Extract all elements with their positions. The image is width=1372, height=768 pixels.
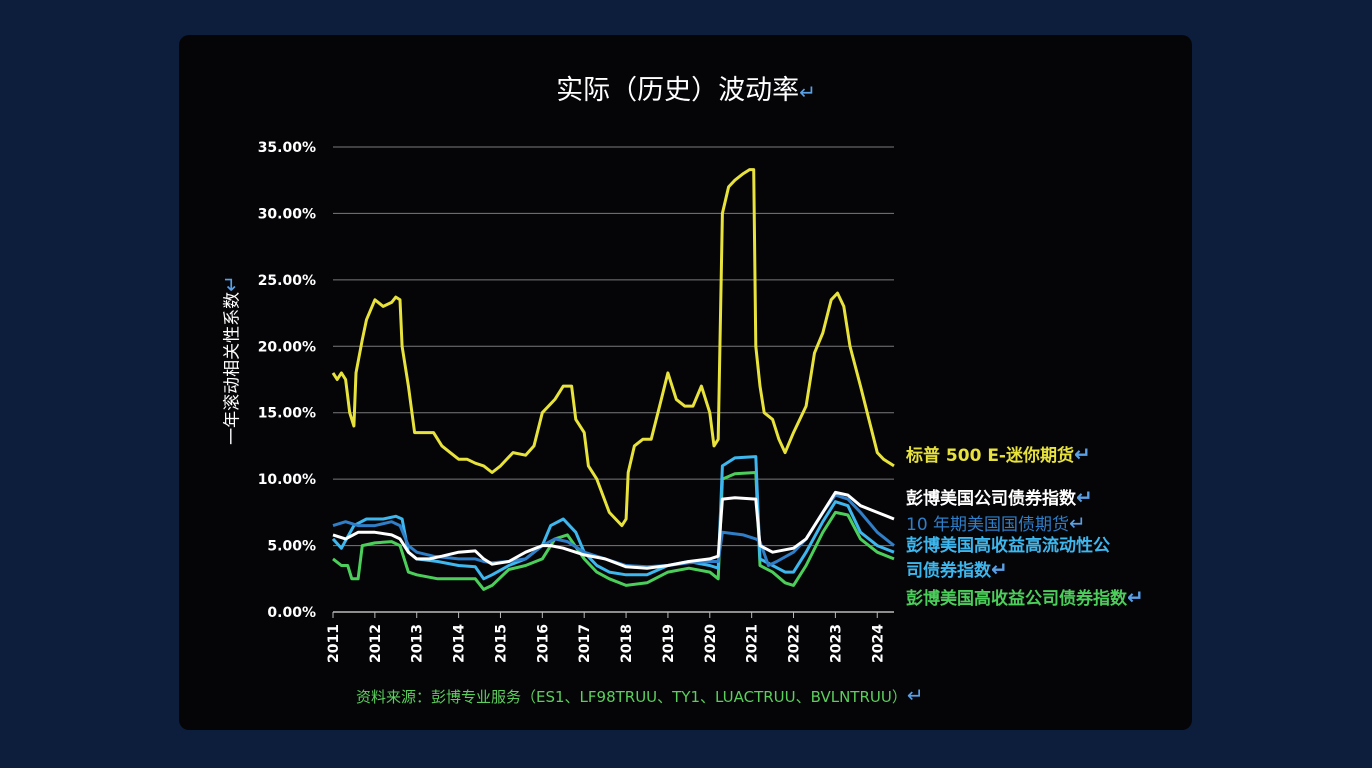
x-tick-label: 2017 <box>577 624 593 663</box>
legend-high-yield: 彭博美国高收益公司债券指数↵ <box>906 585 1144 610</box>
legend-10y-treasury: 10 年期美国国债期货↵ <box>906 511 1086 536</box>
y-tick-labels: 35.00% 30.00% 25.00% 20.00% 15.00% 10.00% 5.00… <box>258 140 316 621</box>
x-tick-label: 2016 <box>535 624 551 663</box>
series-lines <box>331 168 895 591</box>
y-tick-label: 35.00% <box>258 140 316 156</box>
y-tick-label: 0.00% <box>267 605 316 621</box>
series-line-4 <box>332 471 895 591</box>
x-tick-label: 2021 <box>745 624 761 663</box>
x-tick-label: 2023 <box>828 624 844 663</box>
grid-lines <box>332 146 894 618</box>
x-tick-labels: 2011 2012 2013 2014 2015 2016 2017 2018 2019 2020… <box>326 624 886 663</box>
y-tick-label: 5.00% <box>267 539 316 555</box>
x-tick-label: 2014 <box>452 624 468 663</box>
x-tick-label: 2018 <box>619 624 635 663</box>
y-tick-label: 20.00% <box>258 339 316 355</box>
legend-corporate-bond: 彭博美国公司债券指数↵ <box>906 485 1093 510</box>
y-tick-label: 15.00% <box>258 406 316 422</box>
x-tick-label: 2024 <box>870 624 886 663</box>
x-tick-label: 2011 <box>326 624 342 663</box>
y-tick-label: 30.00% <box>258 206 316 222</box>
chart-title: 实际（历史）波动率↵ <box>556 75 816 106</box>
x-tick-label: 2013 <box>410 624 426 663</box>
chart-panel <box>179 35 1192 730</box>
x-tick-label: 2012 <box>368 624 384 663</box>
x-tick-label: 2015 <box>493 624 509 663</box>
x-tick-label: 2019 <box>661 624 677 663</box>
source-note: 资料来源：彭博专业服务（ES1、LF98TRUU、TY1、LUACTRUU、BV… <box>356 683 924 707</box>
y-tick-label: 10.00% <box>258 472 316 488</box>
series-line-0 <box>331 168 895 528</box>
x-tick-label: 2022 <box>787 624 803 663</box>
series-line-1 <box>332 490 895 570</box>
legend-high-yield-liquid: 彭博美国高收益高流动性公 司债券指数↵ <box>906 536 1110 581</box>
x-tick-label: 2020 <box>703 624 719 663</box>
y-tick-label: 25.00% <box>258 273 316 289</box>
legend-sp500: 标普 500 E-迷你期货↵ <box>906 442 1091 467</box>
